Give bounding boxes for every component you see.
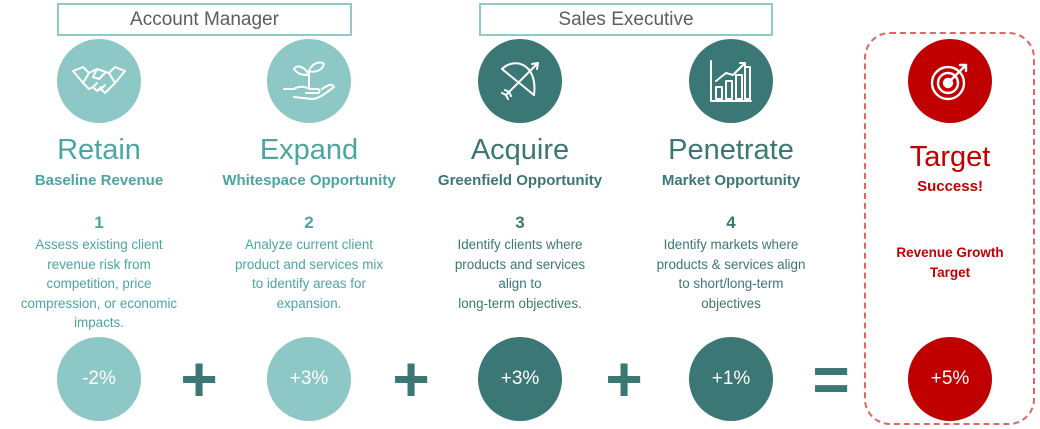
group-sales-executive: Sales Executive (479, 3, 773, 36)
expand-description: Analyze current client product and servi… (219, 235, 399, 313)
description-line: align to (498, 276, 542, 291)
target-label-line: Target (929, 265, 971, 280)
plus-operator: + (180, 343, 218, 415)
bullseye-target-icon (930, 63, 968, 101)
plus-operator: + (605, 343, 643, 415)
group-label: Sales Executive (558, 8, 694, 30)
acquire-subtitle: Greenfield Opportunity (437, 172, 603, 189)
expand-title: Expand (259, 134, 359, 166)
group-label: Account Manager (130, 8, 279, 30)
description-line: Identify clients where (457, 237, 583, 252)
target-label-line: Revenue Growth (896, 245, 1004, 260)
group-account-manager: Account Manager (57, 3, 352, 36)
retain-value: -2% (57, 337, 141, 421)
acquire-value: +3% (478, 337, 562, 421)
penetrate-title: Penetrate (668, 134, 794, 166)
expand-value: +3% (267, 337, 351, 421)
plus-operator: + (392, 343, 430, 415)
target-box (864, 32, 1035, 425)
target-title: Target (909, 141, 991, 173)
retain-subtitle: Baseline Revenue (34, 172, 164, 189)
expand-icon-circle (267, 39, 351, 123)
description-line: objectives (701, 295, 761, 311)
expand-subtitle: Whitespace Opportunity (222, 172, 396, 189)
description-line: to short/long-term (678, 276, 784, 291)
description-line: long-term objectives. (458, 295, 582, 311)
description-line: products and services (454, 256, 586, 272)
penetrate-number: 4 (726, 213, 736, 232)
retain-icon-circle (57, 39, 141, 123)
description-line: expansion. (276, 295, 342, 311)
bow-and-arrow-icon (501, 62, 539, 100)
acquire-number: 3 (515, 213, 525, 232)
description-line: product and services mix (234, 256, 384, 272)
penetrate-icon-circle (689, 39, 773, 123)
description-line: compression, or economic (20, 295, 178, 311)
description-line: Identify markets where (663, 237, 799, 252)
retain-description: Assess existing client revenue risk from… (9, 235, 189, 333)
target-subtitle: Success! (917, 178, 983, 195)
penetrate-value: +1% (689, 337, 773, 421)
plant-in-hand-icon (283, 61, 335, 100)
acquire-description: Identify clients where products and serv… (430, 235, 610, 313)
penetrate-subtitle: Market Opportunity (661, 172, 801, 189)
target-value: +5% (908, 337, 992, 421)
description-line: to identify areas for (252, 276, 366, 291)
description-line: Assess existing client (35, 237, 163, 252)
expand-number: 2 (304, 213, 314, 232)
retain-number: 1 (94, 213, 104, 232)
description-line: competition, price (46, 276, 152, 291)
target-icon-circle (908, 39, 992, 123)
description-line: Analyze current client (244, 237, 373, 252)
acquire-icon-circle (478, 39, 562, 123)
equals-operator: = (812, 343, 850, 415)
penetrate-description: Identify markets where products & servic… (641, 235, 821, 313)
description-line: products & services align (656, 256, 806, 272)
bar-chart-growth-icon (710, 60, 752, 102)
acquire-title: Acquire (470, 134, 570, 166)
handshake-icon (72, 66, 126, 94)
target-label: Revenue Growth Target (845, 243, 1040, 283)
description-line: revenue risk from (47, 256, 151, 272)
description-line: impacts. (74, 315, 124, 330)
retain-title: Retain (57, 134, 141, 166)
